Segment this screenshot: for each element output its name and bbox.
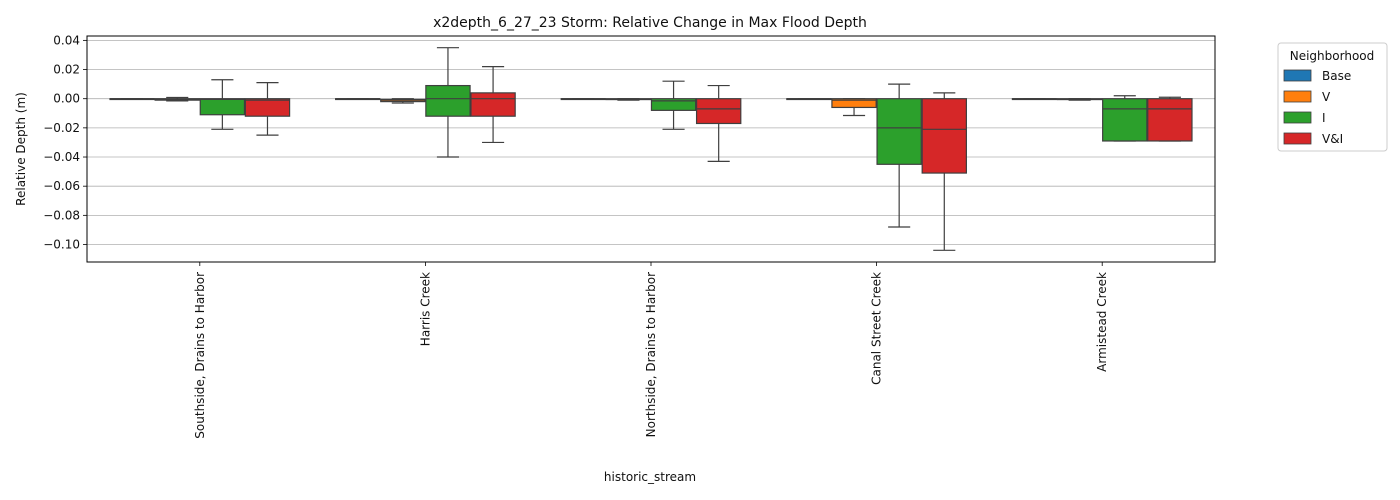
iqr-box xyxy=(695,98,742,125)
iqr-box xyxy=(425,84,471,117)
legend-swatch xyxy=(1283,111,1312,124)
iqr-box xyxy=(921,98,967,174)
x-tick-label: Canal Street Creek xyxy=(870,272,884,385)
box-v xyxy=(1056,98,1103,101)
legend-items: Base VI V&I xyxy=(1283,69,1351,146)
legend-swatch xyxy=(1283,132,1312,145)
legend-label: V xyxy=(1322,90,1331,104)
y-tick-label: 0.04 xyxy=(53,33,80,47)
y-tick-label: −0.10 xyxy=(43,238,80,252)
box-v xyxy=(605,98,652,101)
plot-boxes xyxy=(109,47,1193,251)
box-i xyxy=(876,83,922,228)
box-base xyxy=(786,98,832,101)
legend-swatch xyxy=(1283,69,1312,82)
x-tick-label: Harris Creek xyxy=(418,272,432,346)
box-v-i xyxy=(244,82,291,136)
iqr-box xyxy=(470,92,516,117)
iqr-box xyxy=(244,98,291,117)
box-base xyxy=(560,98,607,101)
x-tick-label: Southside, Drains to Harbor xyxy=(193,272,207,439)
grid-lines xyxy=(87,39,1215,245)
box-base xyxy=(109,98,155,101)
box-base xyxy=(335,98,381,101)
x-axis-label: historic_stream xyxy=(604,470,696,484)
box-v-i xyxy=(1147,96,1193,142)
legend: Neighborhood Base VI V&I xyxy=(1277,42,1388,152)
y-tick-label: −0.04 xyxy=(43,150,80,164)
box-v xyxy=(831,98,877,117)
box-i xyxy=(1102,95,1148,142)
box-v-i xyxy=(470,66,516,144)
y-tick-label: 0.02 xyxy=(53,63,80,77)
legend-label: I xyxy=(1322,111,1326,125)
iqr-box xyxy=(1147,98,1193,142)
x-tick-label: Armistead Creek xyxy=(1095,272,1109,372)
box-i xyxy=(425,47,471,158)
x-axis-ticks: Southside, Drains to Harbor Harris Creek N… xyxy=(193,262,1109,439)
box-i xyxy=(199,79,246,130)
y-axis-ticks: 0.04 0.02 0.00 −0.02 −0.04 −0.06 −0.08 −0.10 xyxy=(43,33,87,252)
iqr-box xyxy=(650,98,697,111)
y-tick-label: 0.00 xyxy=(53,92,80,106)
iqr-box xyxy=(1102,98,1148,142)
y-tick-label: −0.08 xyxy=(43,208,80,222)
box-v xyxy=(380,98,426,104)
y-axis-label: Relative Depth (m) xyxy=(14,92,28,206)
box-v xyxy=(154,96,200,102)
legend-swatch xyxy=(1283,90,1312,103)
iqr-box xyxy=(831,98,877,109)
box-v-i xyxy=(921,92,967,251)
iqr-box xyxy=(876,98,922,165)
y-tick-label: −0.02 xyxy=(43,121,80,135)
legend-title: Neighborhood xyxy=(1290,49,1375,63)
y-tick-label: −0.06 xyxy=(43,179,80,193)
box-base xyxy=(1011,98,1058,101)
legend-label: Base xyxy=(1322,69,1351,83)
legend-label: V&I xyxy=(1322,132,1343,146)
x-tick-label: Northside, Drains to Harbor xyxy=(644,272,658,437)
box-i xyxy=(650,80,697,130)
box-v-i xyxy=(695,84,742,162)
chart-title: x2depth_6_27_23 Storm: Relative Change i… xyxy=(433,15,867,31)
iqr-box xyxy=(199,98,246,116)
